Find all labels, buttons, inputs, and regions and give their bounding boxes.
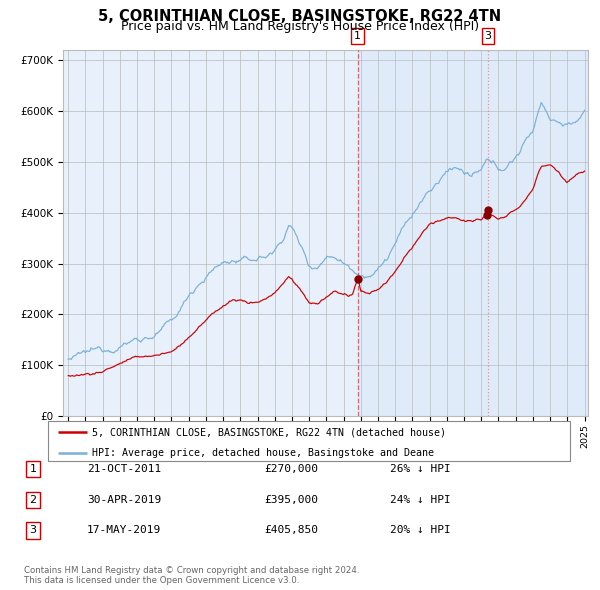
- Text: 2: 2: [29, 495, 37, 504]
- Text: 5, CORINTHIAN CLOSE, BASINGSTOKE, RG22 4TN: 5, CORINTHIAN CLOSE, BASINGSTOKE, RG22 4…: [98, 9, 502, 24]
- Text: £395,000: £395,000: [264, 495, 318, 504]
- FancyBboxPatch shape: [48, 421, 570, 461]
- Text: 1: 1: [354, 31, 361, 41]
- Text: 3: 3: [29, 526, 37, 535]
- Text: 20% ↓ HPI: 20% ↓ HPI: [390, 526, 451, 535]
- Text: £405,850: £405,850: [264, 526, 318, 535]
- Text: 1: 1: [29, 464, 37, 474]
- Text: 26% ↓ HPI: 26% ↓ HPI: [390, 464, 451, 474]
- Text: 24% ↓ HPI: 24% ↓ HPI: [390, 495, 451, 504]
- Text: 30-APR-2019: 30-APR-2019: [87, 495, 161, 504]
- Bar: [358, 50, 588, 416]
- Text: Contains HM Land Registry data © Crown copyright and database right 2024.
This d: Contains HM Land Registry data © Crown c…: [24, 566, 359, 585]
- Text: 5, CORINTHIAN CLOSE, BASINGSTOKE, RG22 4TN (detached house): 5, CORINTHIAN CLOSE, BASINGSTOKE, RG22 4…: [92, 428, 446, 438]
- Text: Price paid vs. HM Land Registry's House Price Index (HPI): Price paid vs. HM Land Registry's House …: [121, 20, 479, 33]
- Text: £270,000: £270,000: [264, 464, 318, 474]
- Text: 17-MAY-2019: 17-MAY-2019: [87, 526, 161, 535]
- Text: 21-OCT-2011: 21-OCT-2011: [87, 464, 161, 474]
- Text: 3: 3: [484, 31, 491, 41]
- Text: HPI: Average price, detached house, Basingstoke and Deane: HPI: Average price, detached house, Basi…: [92, 448, 434, 458]
